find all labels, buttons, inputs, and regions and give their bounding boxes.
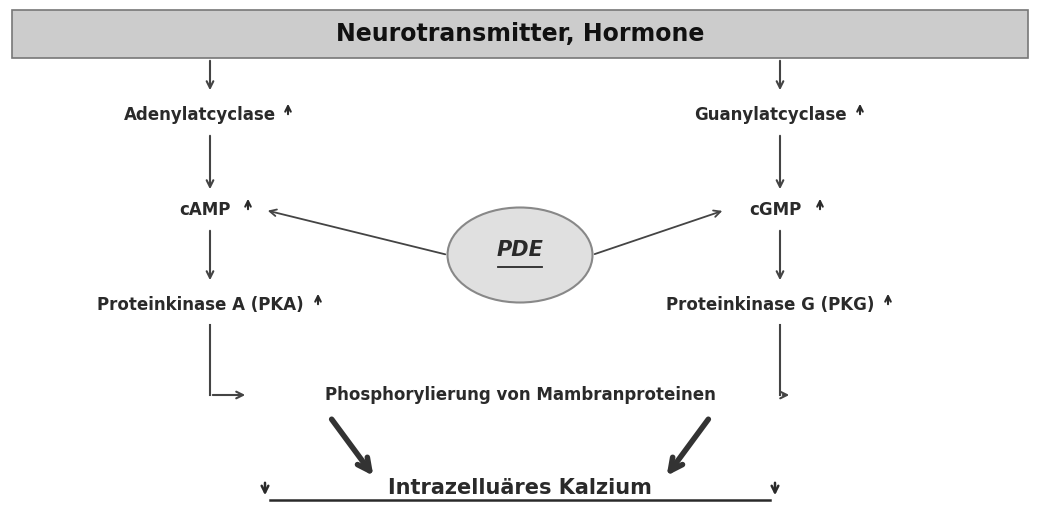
Text: Phosphorylierung von Mambranproteinen: Phosphorylierung von Mambranproteinen	[324, 386, 716, 404]
Text: cAMP: cAMP	[179, 201, 231, 219]
Text: Proteinkinase G (PKG): Proteinkinase G (PKG)	[666, 296, 875, 314]
Text: Guanylatcyclase: Guanylatcyclase	[694, 106, 847, 124]
Text: cGMP: cGMP	[749, 201, 801, 219]
Text: Intrazelluäres Kalzium: Intrazelluäres Kalzium	[388, 478, 652, 498]
Text: Adenylatcyclase: Adenylatcyclase	[124, 106, 276, 124]
Text: PDE: PDE	[496, 240, 544, 260]
Text: Proteinkinase A (PKA): Proteinkinase A (PKA)	[97, 296, 304, 314]
FancyBboxPatch shape	[12, 10, 1028, 58]
Text: Neurotransmitter, Hormone: Neurotransmitter, Hormone	[336, 22, 704, 46]
Ellipse shape	[447, 208, 593, 302]
